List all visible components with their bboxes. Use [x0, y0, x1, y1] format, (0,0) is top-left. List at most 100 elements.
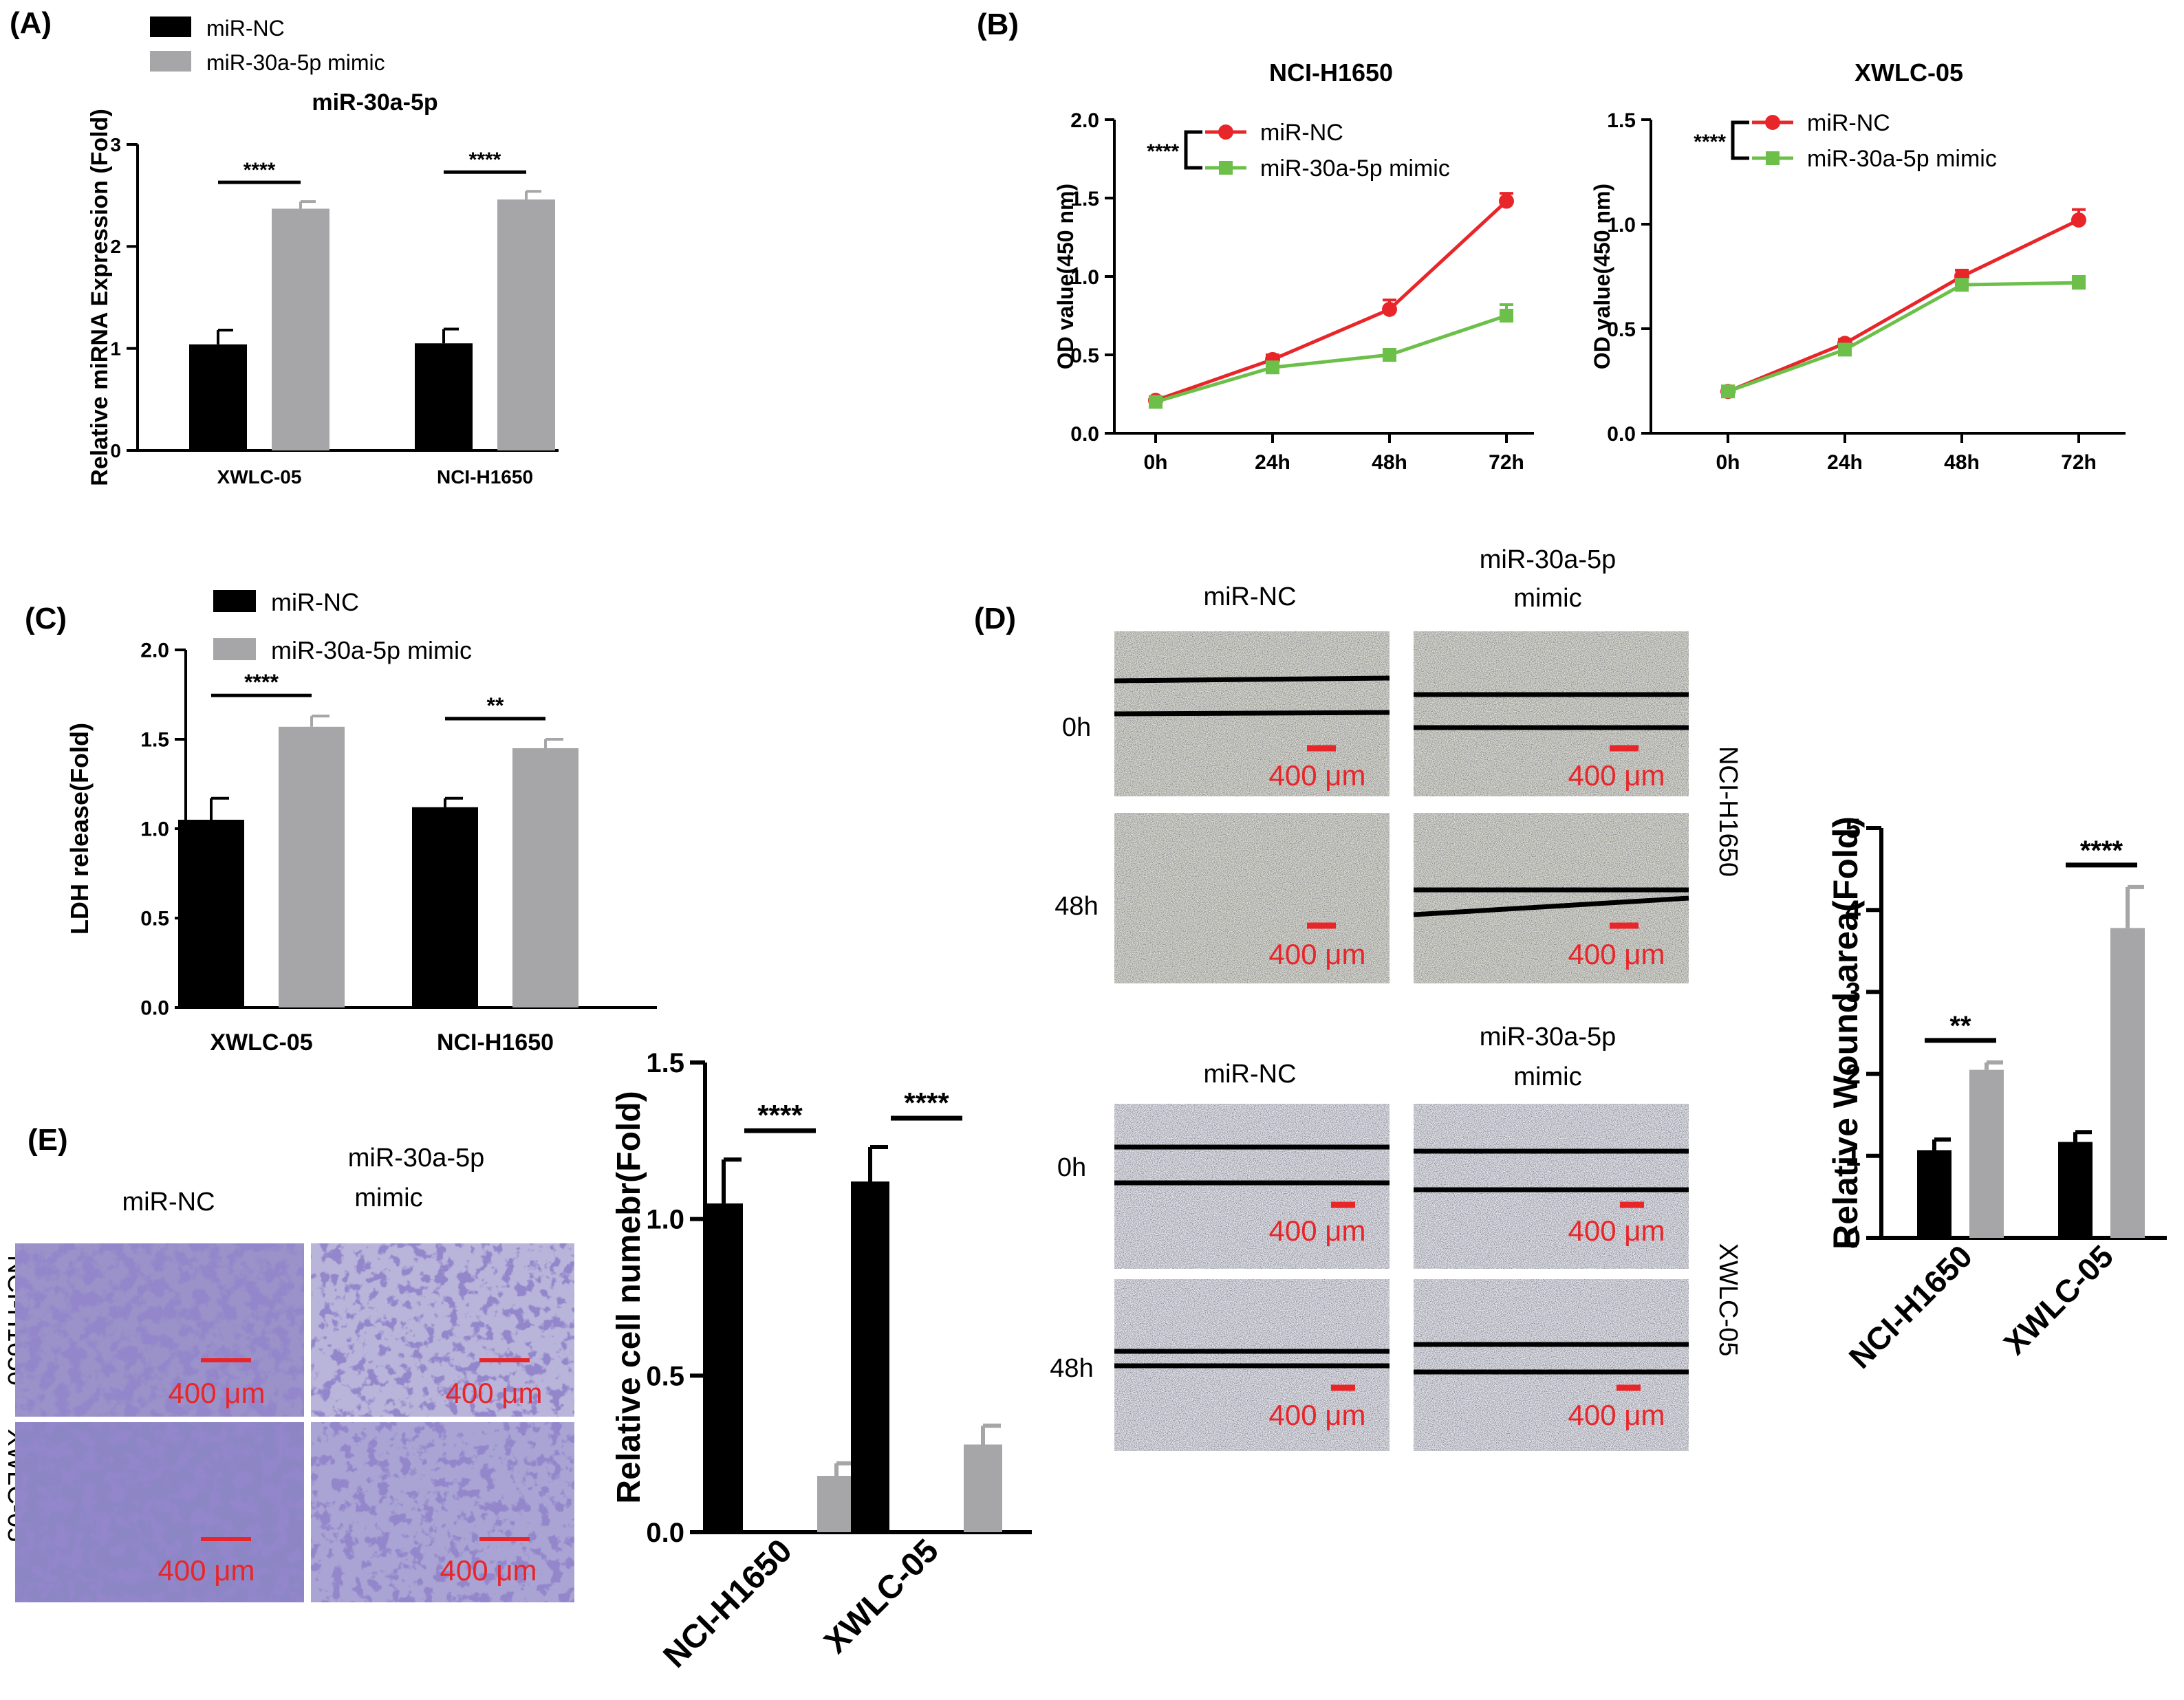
- significance-label: ****: [757, 1099, 803, 1131]
- legend-label-mimic: miR-30a-5p mimic: [1807, 146, 1997, 172]
- x-tick-label: 0h: [1716, 451, 1740, 474]
- scratch-xwlc-nc-0h: 400 μm: [1114, 1104, 1390, 1269]
- e-col-mimic-1: miR-30a-5p: [348, 1144, 485, 1173]
- d-top-time-48h: 48h: [1055, 892, 1098, 921]
- bar: [1969, 1069, 2004, 1238]
- bar: [817, 1476, 856, 1532]
- significance-label: ****: [2080, 836, 2123, 866]
- y-tick-label: 0.0: [1607, 423, 1636, 446]
- scratch-xwlc-mimic-48h: 400 μm: [1414, 1279, 1689, 1451]
- panel-label-a: (A): [10, 6, 52, 40]
- legend-label-nc: miR-NC: [1260, 120, 1343, 146]
- bar: [1917, 1150, 1951, 1238]
- series-line: [1727, 281, 2079, 393]
- legend-swatch-nc: [150, 17, 191, 37]
- bar: [851, 1181, 889, 1532]
- y-axis-label: Relative miRNA Expression (Fold): [87, 109, 113, 486]
- data-point: [1383, 348, 1396, 362]
- scratch-h1650-nc-0h: 400 μm: [1114, 631, 1390, 796]
- y-tick-label: 1.0: [646, 1205, 684, 1235]
- x-tick-label: 0h: [1143, 451, 1167, 474]
- data-point: [1149, 395, 1163, 409]
- chart-e-cell-number: 0.0 0.5 1.0 1.5 Relative cell numebr(Fold) **…: [611, 1048, 1032, 1675]
- x-tick-label: 24h: [1255, 451, 1290, 474]
- bar: [178, 820, 244, 1007]
- data-point: [1500, 309, 1513, 323]
- series-line: [1155, 314, 1507, 404]
- x-tick-label: 48h: [1372, 451, 1407, 474]
- y-axis-label: Relative Wound area(Fold): [1826, 816, 1865, 1250]
- x-tick-label: XWLC-05: [817, 1532, 945, 1660]
- significance-label: ****: [244, 159, 276, 182]
- x-tick-label: NCI-H1650: [1842, 1238, 1979, 1375]
- bar: [964, 1444, 1002, 1532]
- series-line: [1155, 199, 1508, 402]
- y-tick-label: 2: [1846, 1060, 1861, 1090]
- y-tick-label: 0: [110, 440, 121, 461]
- y-tick-label: 1.0: [1607, 214, 1636, 237]
- legend-marker-mimic: [1766, 151, 1780, 165]
- legend-marker-mimic: [1219, 161, 1233, 175]
- d-top-col-nc: miR-NC: [1203, 582, 1296, 611]
- y-tick-label: 0.5: [140, 908, 169, 930]
- y-tick-label: 1: [110, 338, 121, 359]
- scale-label: 400 μm: [1269, 1399, 1366, 1431]
- bar: [272, 208, 329, 450]
- d-top-time-0h: 0h: [1062, 713, 1091, 742]
- y-tick-label: 1.5: [140, 729, 169, 752]
- panel-label-b: (B): [977, 8, 1019, 41]
- data-point: [1499, 193, 1514, 209]
- y-tick-label: 2: [110, 236, 121, 257]
- y-tick-label: 1.5: [646, 1048, 684, 1078]
- y-axis-label: OD value(450 nm): [1053, 184, 1078, 369]
- significance-label: ****: [244, 670, 279, 695]
- data-point: [1838, 342, 1852, 357]
- significance-label: **: [487, 693, 504, 718]
- x-tick-label: 48h: [1944, 451, 1980, 474]
- x-tick-label: 72h: [1489, 451, 1524, 474]
- significance-label: ****: [904, 1087, 949, 1119]
- x-tick-label: XWLC-05: [210, 1029, 312, 1056]
- scale-label: 400 μm: [1568, 1399, 1665, 1431]
- data-point: [1382, 301, 1397, 317]
- e-col-nc: miR-NC: [122, 1188, 215, 1217]
- bar: [704, 1203, 743, 1532]
- y-axis-label: LDH release(Fold): [65, 723, 94, 935]
- y-tick-label: 5: [1846, 814, 1861, 844]
- bar: [497, 199, 555, 450]
- d-top-col-mimic-2: mimic: [1513, 584, 1581, 613]
- significance-bracket: [1184, 130, 1202, 170]
- chart-title: XWLC-05: [1855, 58, 1963, 87]
- legend-label-mimic: miR-30a-5p mimic: [1260, 155, 1450, 182]
- bar: [2110, 928, 2145, 1238]
- y-tick-label: 2.0: [140, 640, 169, 662]
- chart-b-xwlc-od: 0.0 0.5 1.0 1.5 0h 24h 48h 72h OD value(450 nm) X…: [1590, 58, 2126, 474]
- chart-title: miR-30a-5p: [312, 89, 437, 116]
- bar: [279, 726, 345, 1007]
- bar: [415, 343, 473, 450]
- scratch-h1650-mimic-48h: 400 μm: [1413, 813, 1689, 983]
- chart-c-ldh: 0.0 0.5 1.0 1.5 2.0 LDH release(Fold) **** XWLC…: [65, 588, 657, 1056]
- x-tick-label: XWLC-05: [217, 466, 302, 488]
- d-top-cell-label: NCI-H1650: [1713, 746, 1742, 877]
- scale-label: 400 μm: [1269, 1214, 1366, 1247]
- scratch-xwlc-nc-48h: 400 μm: [1114, 1279, 1390, 1451]
- scale-label: 400 μm: [446, 1377, 543, 1409]
- legend-marker-nc: [1765, 115, 1780, 130]
- d-bot-time-0h: 0h: [1057, 1153, 1086, 1182]
- legend-label-nc: miR-NC: [271, 588, 359, 616]
- d-bot-col-mimic-2: mimic: [1513, 1062, 1581, 1091]
- x-tick-label: 72h: [2061, 451, 2097, 474]
- chart-title: NCI-H1650: [1269, 58, 1393, 87]
- chart-b-h1650-od: 0.0 0.5 1.0 1.5 2.0 0h 24h 48h 72h OD value(450 n…: [1053, 58, 1534, 474]
- scale-label: 400 μm: [1568, 1214, 1665, 1247]
- scale-label: 400 μm: [1269, 759, 1366, 792]
- panel-label-c: (C): [25, 602, 67, 635]
- transwell-xwlc-mimic: 400 μm: [311, 1422, 574, 1602]
- x-tick-label: NCI-H1650: [437, 466, 533, 488]
- y-tick-label: 3: [110, 134, 121, 155]
- scale-label: 400 μm: [440, 1554, 537, 1587]
- bar: [412, 807, 478, 1007]
